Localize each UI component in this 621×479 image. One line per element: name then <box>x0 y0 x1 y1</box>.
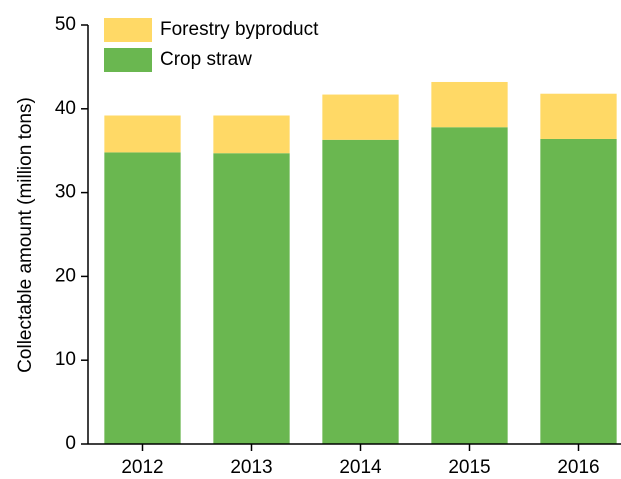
bar-segment <box>431 127 508 445</box>
bar-segment <box>322 94 399 140</box>
bar-segment <box>213 115 290 154</box>
legend-label: Forestry byproduct <box>160 19 319 40</box>
legend-swatch <box>104 18 152 42</box>
y-tick-label: 30 <box>55 182 76 203</box>
y-tick-label: 0 <box>65 433 76 454</box>
bar-segment <box>540 93 617 139</box>
x-tick-label: 2013 <box>230 457 272 478</box>
bar-segment <box>213 153 290 445</box>
x-tick-label: 2015 <box>448 457 490 478</box>
y-tick-label: 40 <box>55 98 76 119</box>
y-tick-label: 50 <box>55 14 76 35</box>
bar-segment <box>431 81 508 128</box>
x-tick-label: 2016 <box>557 457 599 478</box>
bar-segment <box>540 138 617 444</box>
y-tick-label: 20 <box>55 265 76 286</box>
x-tick-label: 2014 <box>339 457 382 478</box>
bar-segment <box>322 139 399 444</box>
x-tick-label: 2012 <box>121 457 163 478</box>
bar-segment <box>104 152 181 444</box>
legend-swatch <box>104 48 152 72</box>
y-axis-label: Collectable amount (million tons) <box>15 97 36 373</box>
y-tick-label: 10 <box>55 349 76 370</box>
bar-segment <box>104 115 181 153</box>
legend-label: Crop straw <box>160 49 252 70</box>
